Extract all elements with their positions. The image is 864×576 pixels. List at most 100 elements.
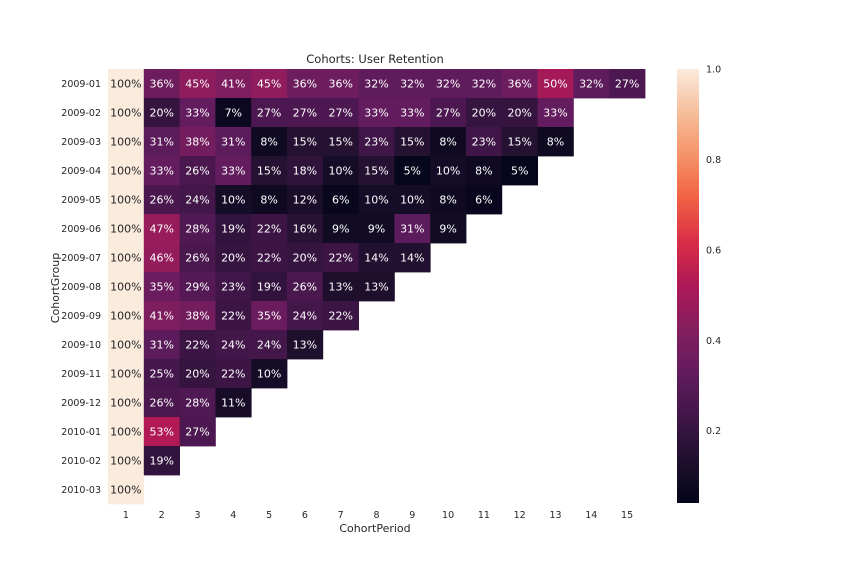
heatmap-cell — [108, 156, 145, 186]
heatmap-cell — [143, 330, 180, 360]
cell-label: 29% — [185, 281, 209, 294]
y-tick-label: 2009-08 — [61, 282, 101, 293]
x-axis-ticks: 1 2 3 4 5 6 7 8 9 10 11 12 13 14 15 — [123, 510, 633, 521]
heatmap-cell — [215, 272, 252, 302]
colorbar: 0.2 0.4 0.6 0.8 1.0 — [677, 65, 721, 503]
heatmap-cell — [394, 98, 431, 128]
heatmap-cell — [394, 127, 431, 157]
heatmap-cell — [108, 127, 145, 157]
heatmap-cell — [179, 156, 216, 186]
heatmap-cell — [251, 127, 288, 157]
cell-label: 20% — [507, 107, 531, 120]
heatmap-cell — [322, 243, 359, 273]
heatmap-cell — [251, 98, 288, 128]
heatmap-cell — [537, 98, 574, 128]
y-tick-label: 2009-02 — [61, 108, 101, 119]
cell-label: 100% — [110, 368, 141, 381]
heatmap-cell — [108, 359, 145, 389]
y-tick-label: 2009-04 — [61, 166, 101, 177]
heatmap-cell — [322, 214, 359, 244]
cell-label: 36% — [149, 78, 173, 91]
heatmap-cell — [179, 69, 216, 99]
cell-label: 33% — [185, 107, 209, 120]
cell-label: 11% — [221, 397, 245, 410]
heatmap-cell — [108, 98, 145, 128]
cell-label: 5% — [511, 165, 528, 178]
cell-label: 31% — [149, 136, 173, 149]
cell-label: 32% — [579, 78, 603, 91]
heatmap-cell — [143, 272, 180, 302]
heatmap-cell — [215, 185, 252, 215]
cell-label: 13% — [293, 339, 317, 352]
cell-label: 27% — [328, 107, 352, 120]
cell-label: 24% — [257, 339, 281, 352]
heatmap-cell — [287, 98, 324, 128]
heatmap-cell — [108, 214, 145, 244]
heatmap-cells — [108, 69, 646, 505]
heatmap-cell — [537, 127, 574, 157]
cell-label: 20% — [472, 107, 496, 120]
cell-label: 20% — [185, 368, 209, 381]
y-tick-label: 2009-05 — [61, 195, 101, 206]
x-tick-label: 1 — [123, 510, 129, 521]
cell-label: 100% — [110, 107, 141, 120]
x-tick-label: 9 — [409, 510, 415, 521]
heatmap-cell — [287, 243, 324, 273]
cell-label: 53% — [149, 426, 173, 439]
heatmap-cell — [143, 446, 180, 476]
cell-label: 15% — [328, 136, 352, 149]
heatmap-cell — [215, 301, 252, 331]
heatmap-cell — [466, 127, 503, 157]
cell-label: 22% — [221, 310, 245, 323]
heatmap-cell — [430, 214, 467, 244]
heatmap-cell — [143, 185, 180, 215]
cell-label: 23% — [364, 136, 388, 149]
cell-label: 19% — [257, 281, 281, 294]
x-tick-label: 3 — [194, 510, 200, 521]
cell-label: 23% — [472, 136, 496, 149]
cell-label: 19% — [149, 455, 173, 468]
heatmap-cell — [143, 214, 180, 244]
heatmap-cell — [143, 243, 180, 273]
colorbar-tick-label: 0.8 — [706, 155, 721, 166]
heatmap-cell — [143, 417, 180, 447]
cell-label: 18% — [293, 165, 317, 178]
heatmap-cell — [108, 475, 145, 505]
heatmap-cell — [609, 69, 646, 99]
heatmap-cell — [215, 156, 252, 186]
heatmap-cell — [215, 214, 252, 244]
cell-label: 27% — [436, 107, 460, 120]
cell-label: 26% — [149, 194, 173, 207]
cell-label: 33% — [400, 107, 424, 120]
cell-label: 25% — [149, 368, 173, 381]
cell-label: 38% — [185, 310, 209, 323]
cell-label: 19% — [221, 223, 245, 236]
colorbar-gradient — [677, 69, 699, 503]
cell-label: 32% — [364, 78, 388, 91]
cell-label: 47% — [149, 223, 173, 236]
heatmap-cell — [251, 272, 288, 302]
cell-label: 45% — [257, 78, 281, 91]
heatmap-cell — [322, 185, 359, 215]
heatmap-cell — [143, 156, 180, 186]
heatmap-cell — [179, 243, 216, 273]
cell-label: 24% — [185, 194, 209, 207]
heatmap-cell — [215, 69, 252, 99]
heatmap-cell — [322, 156, 359, 186]
cell-label: 10% — [328, 165, 352, 178]
heatmap-cell — [358, 214, 395, 244]
colorbar-tick-label: 0.6 — [706, 245, 721, 256]
cell-label: 10% — [364, 194, 388, 207]
heatmap-cell — [394, 185, 431, 215]
heatmap-cell — [287, 214, 324, 244]
cell-label: 22% — [221, 368, 245, 381]
heatmap-cell — [358, 243, 395, 273]
heatmap-cell — [108, 330, 145, 360]
cell-label: 100% — [110, 78, 141, 91]
heatmap-cell — [287, 330, 324, 360]
heatmap-cell — [215, 98, 252, 128]
cell-label: 26% — [185, 165, 209, 178]
y-axis-ticks: 2009-01 2009-02 2009-03 2009-04 2009-05 2009-… — [61, 79, 101, 496]
cell-label: 20% — [221, 252, 245, 265]
cell-label: 15% — [507, 136, 531, 149]
